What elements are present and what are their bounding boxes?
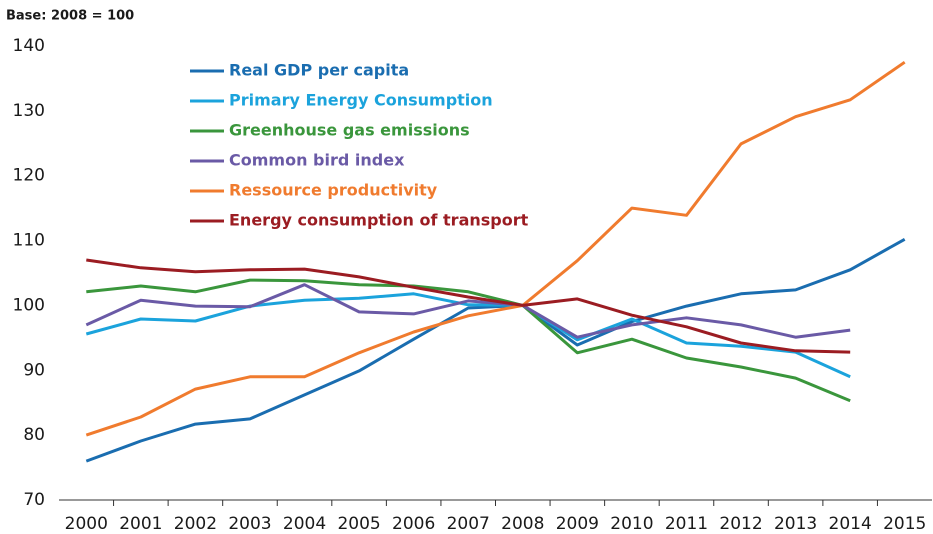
y-tick-label: 80: [23, 425, 45, 445]
x-tick-label: 2003: [228, 514, 271, 534]
series-line: [86, 258, 851, 354]
series-line: [85, 283, 851, 339]
x-tick-label: 2015: [883, 514, 926, 534]
x-tick-label: 2014: [829, 514, 872, 534]
x-tick-label: 2002: [174, 514, 217, 534]
legend-label: Primary Energy Consumption: [229, 91, 493, 110]
series-line: [85, 60, 906, 437]
x-tick-label: 2010: [610, 514, 653, 534]
x-tick-label: 2000: [65, 514, 108, 534]
legend-label: Real GDP per capita: [229, 61, 409, 80]
x-tick-label: 2005: [337, 514, 380, 534]
x-tick-label: 2013: [774, 514, 817, 534]
y-tick-label: 90: [23, 360, 45, 380]
chart-title: Base: 2008 = 100: [6, 9, 134, 24]
x-tick-label: 2007: [447, 514, 490, 534]
series-line: [86, 278, 851, 403]
legend-label: Ressource productivity: [229, 181, 438, 200]
x-tick-label: 2001: [119, 514, 162, 534]
legend-label: Greenhouse gas emissions: [229, 121, 470, 140]
x-tick-label: 2006: [392, 514, 435, 534]
legend-label: Energy consumption of transport: [229, 211, 529, 230]
x-tick-label: 2012: [719, 514, 762, 534]
legend-label: Common bird index: [229, 151, 405, 170]
x-tick-label: 2009: [556, 514, 599, 534]
y-tick-label: 70: [23, 490, 45, 510]
series-line: [85, 237, 906, 463]
y-tick-label: 130: [13, 101, 45, 121]
y-tick-label: 120: [13, 166, 45, 186]
x-tick-label: 2004: [283, 514, 326, 534]
y-tick-label: 140: [13, 36, 45, 56]
series-line: [85, 292, 851, 379]
x-tick-label: 2011: [665, 514, 708, 534]
y-tick-label: 100: [13, 295, 45, 315]
x-tick-label: 2008: [501, 514, 544, 534]
y-tick-label: 110: [13, 231, 45, 251]
